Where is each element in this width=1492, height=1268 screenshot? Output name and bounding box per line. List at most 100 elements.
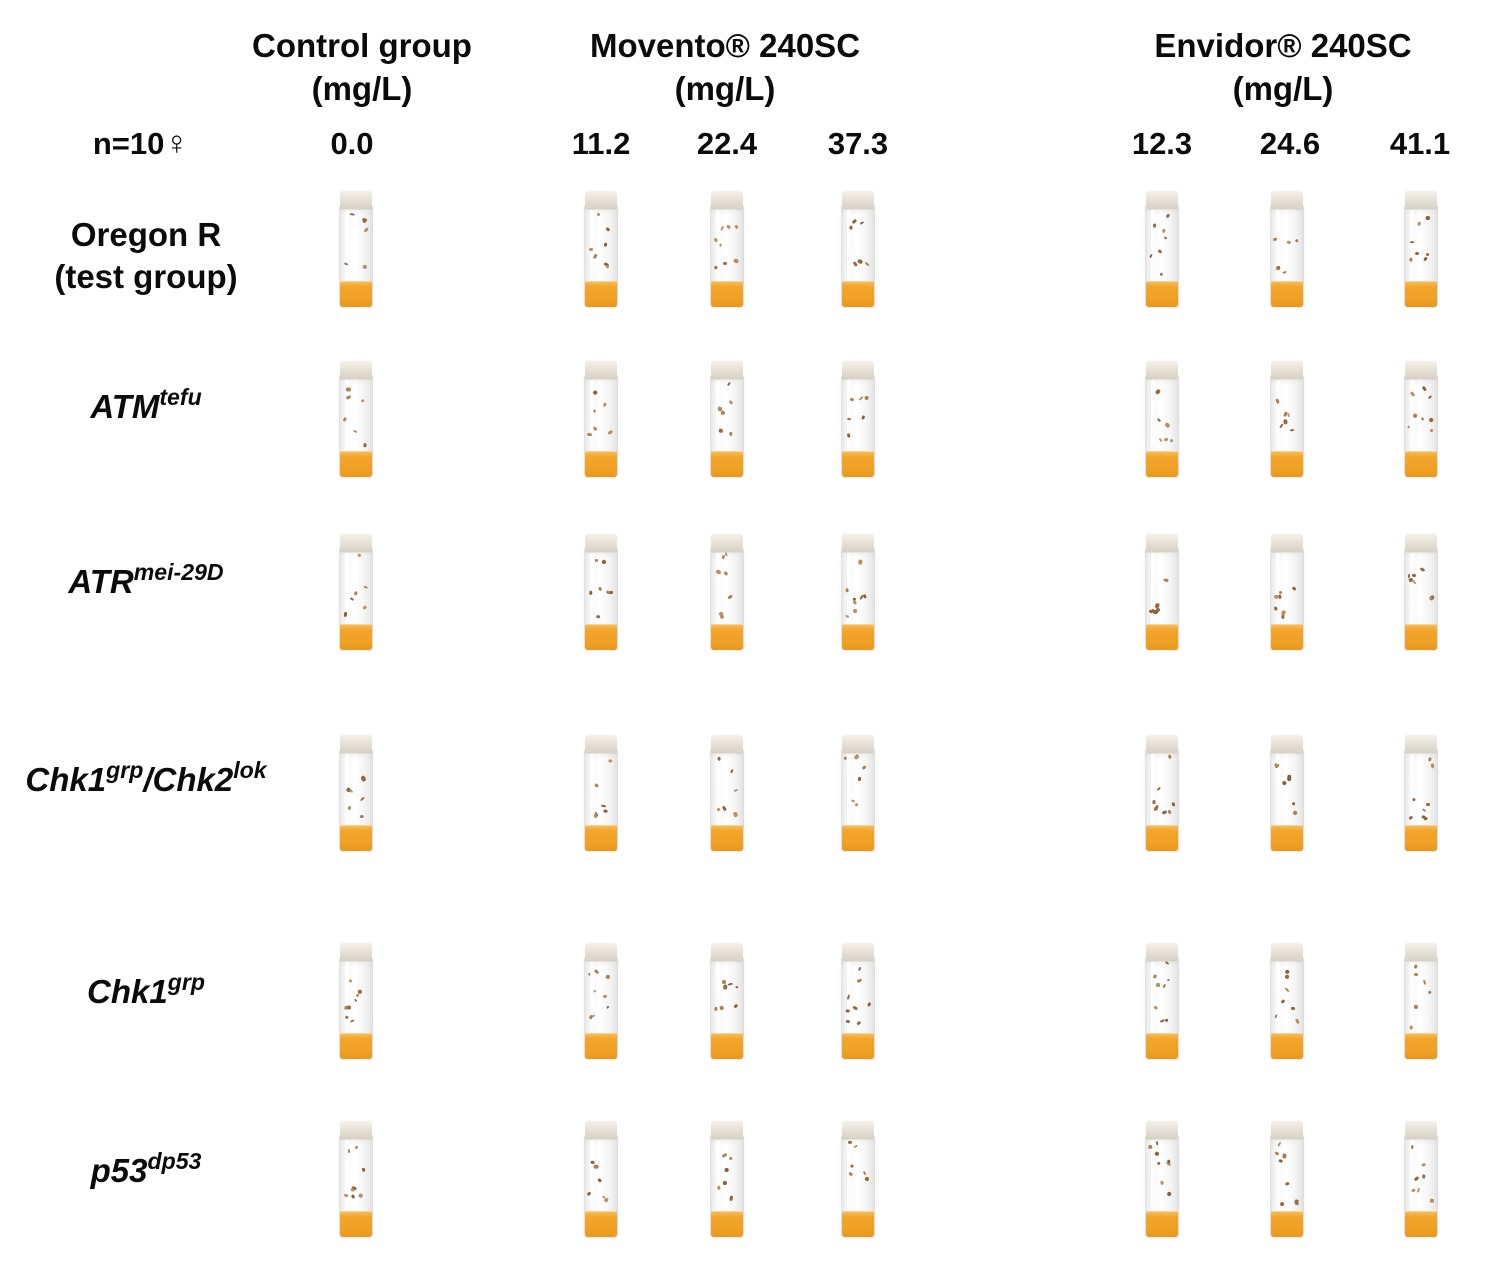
fly-speck	[854, 1144, 859, 1149]
fly-speck	[862, 1170, 867, 1176]
fly-speck	[852, 608, 858, 613]
vial-cap-plug	[1146, 734, 1178, 753]
vial-glass-highlight	[590, 962, 594, 1056]
fly-speck	[864, 1176, 870, 1182]
vial-food-medium	[585, 825, 617, 851]
fly-speck	[852, 1005, 858, 1011]
fly-speck	[360, 398, 366, 403]
fly-speck	[1164, 1018, 1169, 1023]
fly-speck	[600, 804, 606, 809]
fly-speck	[1421, 808, 1427, 813]
fly-speck	[1419, 567, 1426, 573]
vial-food-medium	[842, 451, 874, 477]
vial-neck	[584, 376, 618, 385]
fly-speck	[363, 585, 369, 590]
vial-glass-highlight	[847, 754, 851, 848]
fly-speck	[1294, 1018, 1300, 1024]
fly-speck	[1420, 417, 1424, 421]
vial-neck	[339, 206, 373, 215]
fly-speck	[601, 558, 607, 565]
fly-vial	[339, 734, 373, 852]
fly-vial	[584, 1120, 618, 1238]
group-title: Control group	[252, 27, 472, 64]
fly-vial	[710, 942, 744, 1060]
vial-glass	[1145, 958, 1179, 1060]
vial-cap-plug	[711, 533, 743, 552]
fly-vial	[339, 942, 373, 1060]
vial-glass	[339, 958, 373, 1060]
fly-speck	[722, 262, 728, 266]
fly-vial	[339, 190, 373, 308]
vial-neck	[584, 206, 618, 215]
vial-food-medium	[1271, 1033, 1303, 1059]
vial-cap-plug	[1146, 1120, 1178, 1139]
fly-speck	[348, 977, 354, 983]
row-label-atm: ATMtefu	[0, 384, 292, 426]
vial-food-medium	[842, 1033, 874, 1059]
vial-cap-plug	[585, 190, 617, 209]
fly-vial	[1404, 533, 1438, 651]
vial-neck	[710, 376, 744, 385]
vial-food-medium	[1271, 825, 1303, 851]
genotype-name: Chk1	[25, 761, 107, 798]
fly-speck	[359, 815, 364, 819]
vial-glass-highlight	[1410, 754, 1414, 848]
group-unit: (mg/L)	[1232, 70, 1334, 107]
fly-speck	[606, 1005, 610, 1010]
allele-superscript: lok	[233, 757, 267, 784]
fly-speck	[361, 1167, 366, 1173]
vial-cap-plug	[711, 942, 743, 961]
vial-glass	[1270, 376, 1304, 478]
vial-cap-plug	[842, 1120, 874, 1139]
vial-neck	[710, 750, 744, 759]
fly-speck	[1428, 416, 1434, 423]
fly-speck	[350, 1188, 355, 1192]
fly-speck	[349, 788, 354, 794]
allele-superscript: dp53	[147, 1148, 202, 1175]
vial-cap-plug	[585, 942, 617, 961]
fly-speck	[601, 402, 607, 408]
vial-glass-highlight	[1151, 210, 1155, 304]
fly-speck	[729, 769, 734, 774]
fly-speck	[588, 972, 591, 976]
vial-cap-plug	[1405, 190, 1437, 209]
fly-speck	[733, 258, 739, 264]
fly-speck	[1413, 973, 1419, 977]
fly-speck	[1171, 801, 1175, 807]
vial-neck	[339, 549, 373, 558]
fly-speck	[1427, 395, 1433, 400]
vial-glass-highlight	[345, 380, 349, 474]
fly-speck	[728, 1156, 734, 1162]
vial-glass-highlight	[847, 380, 851, 474]
vial-glass-highlight	[1410, 962, 1414, 1056]
vial-neck	[339, 750, 373, 759]
fly-speck	[721, 1153, 727, 1158]
vial-food-medium	[1146, 1211, 1178, 1237]
vial-food-medium	[1146, 825, 1178, 851]
fly-speck	[1154, 1150, 1160, 1157]
vial-cap-plug	[585, 533, 617, 552]
fly-vial	[841, 533, 875, 651]
vial-food-medium	[711, 825, 743, 851]
vial-neck	[1145, 206, 1179, 215]
fly-speck	[848, 225, 853, 230]
vial-glass-highlight	[716, 553, 720, 647]
fly-speck	[1164, 421, 1171, 428]
fly-speck	[1285, 974, 1290, 980]
fly-speck	[597, 1177, 603, 1183]
concentration-label: 37.3	[827, 126, 889, 161]
fly-speck	[604, 810, 609, 814]
vial-cap-plug	[1271, 533, 1303, 552]
fly-speck	[853, 802, 859, 808]
vial-glass	[1404, 1136, 1438, 1238]
vial-food-medium	[711, 451, 743, 477]
fly-vial	[710, 190, 744, 308]
vial-neck	[1404, 376, 1438, 385]
fly-speck	[716, 807, 721, 811]
vial-neck	[1145, 1136, 1179, 1145]
row-label-chk1-chk2: Chk1grp/Chk2lok	[0, 757, 292, 799]
fly-speck	[728, 399, 734, 405]
fly-speck	[596, 212, 601, 217]
fly-vial	[1270, 360, 1304, 478]
vial-food-medium	[842, 281, 874, 307]
